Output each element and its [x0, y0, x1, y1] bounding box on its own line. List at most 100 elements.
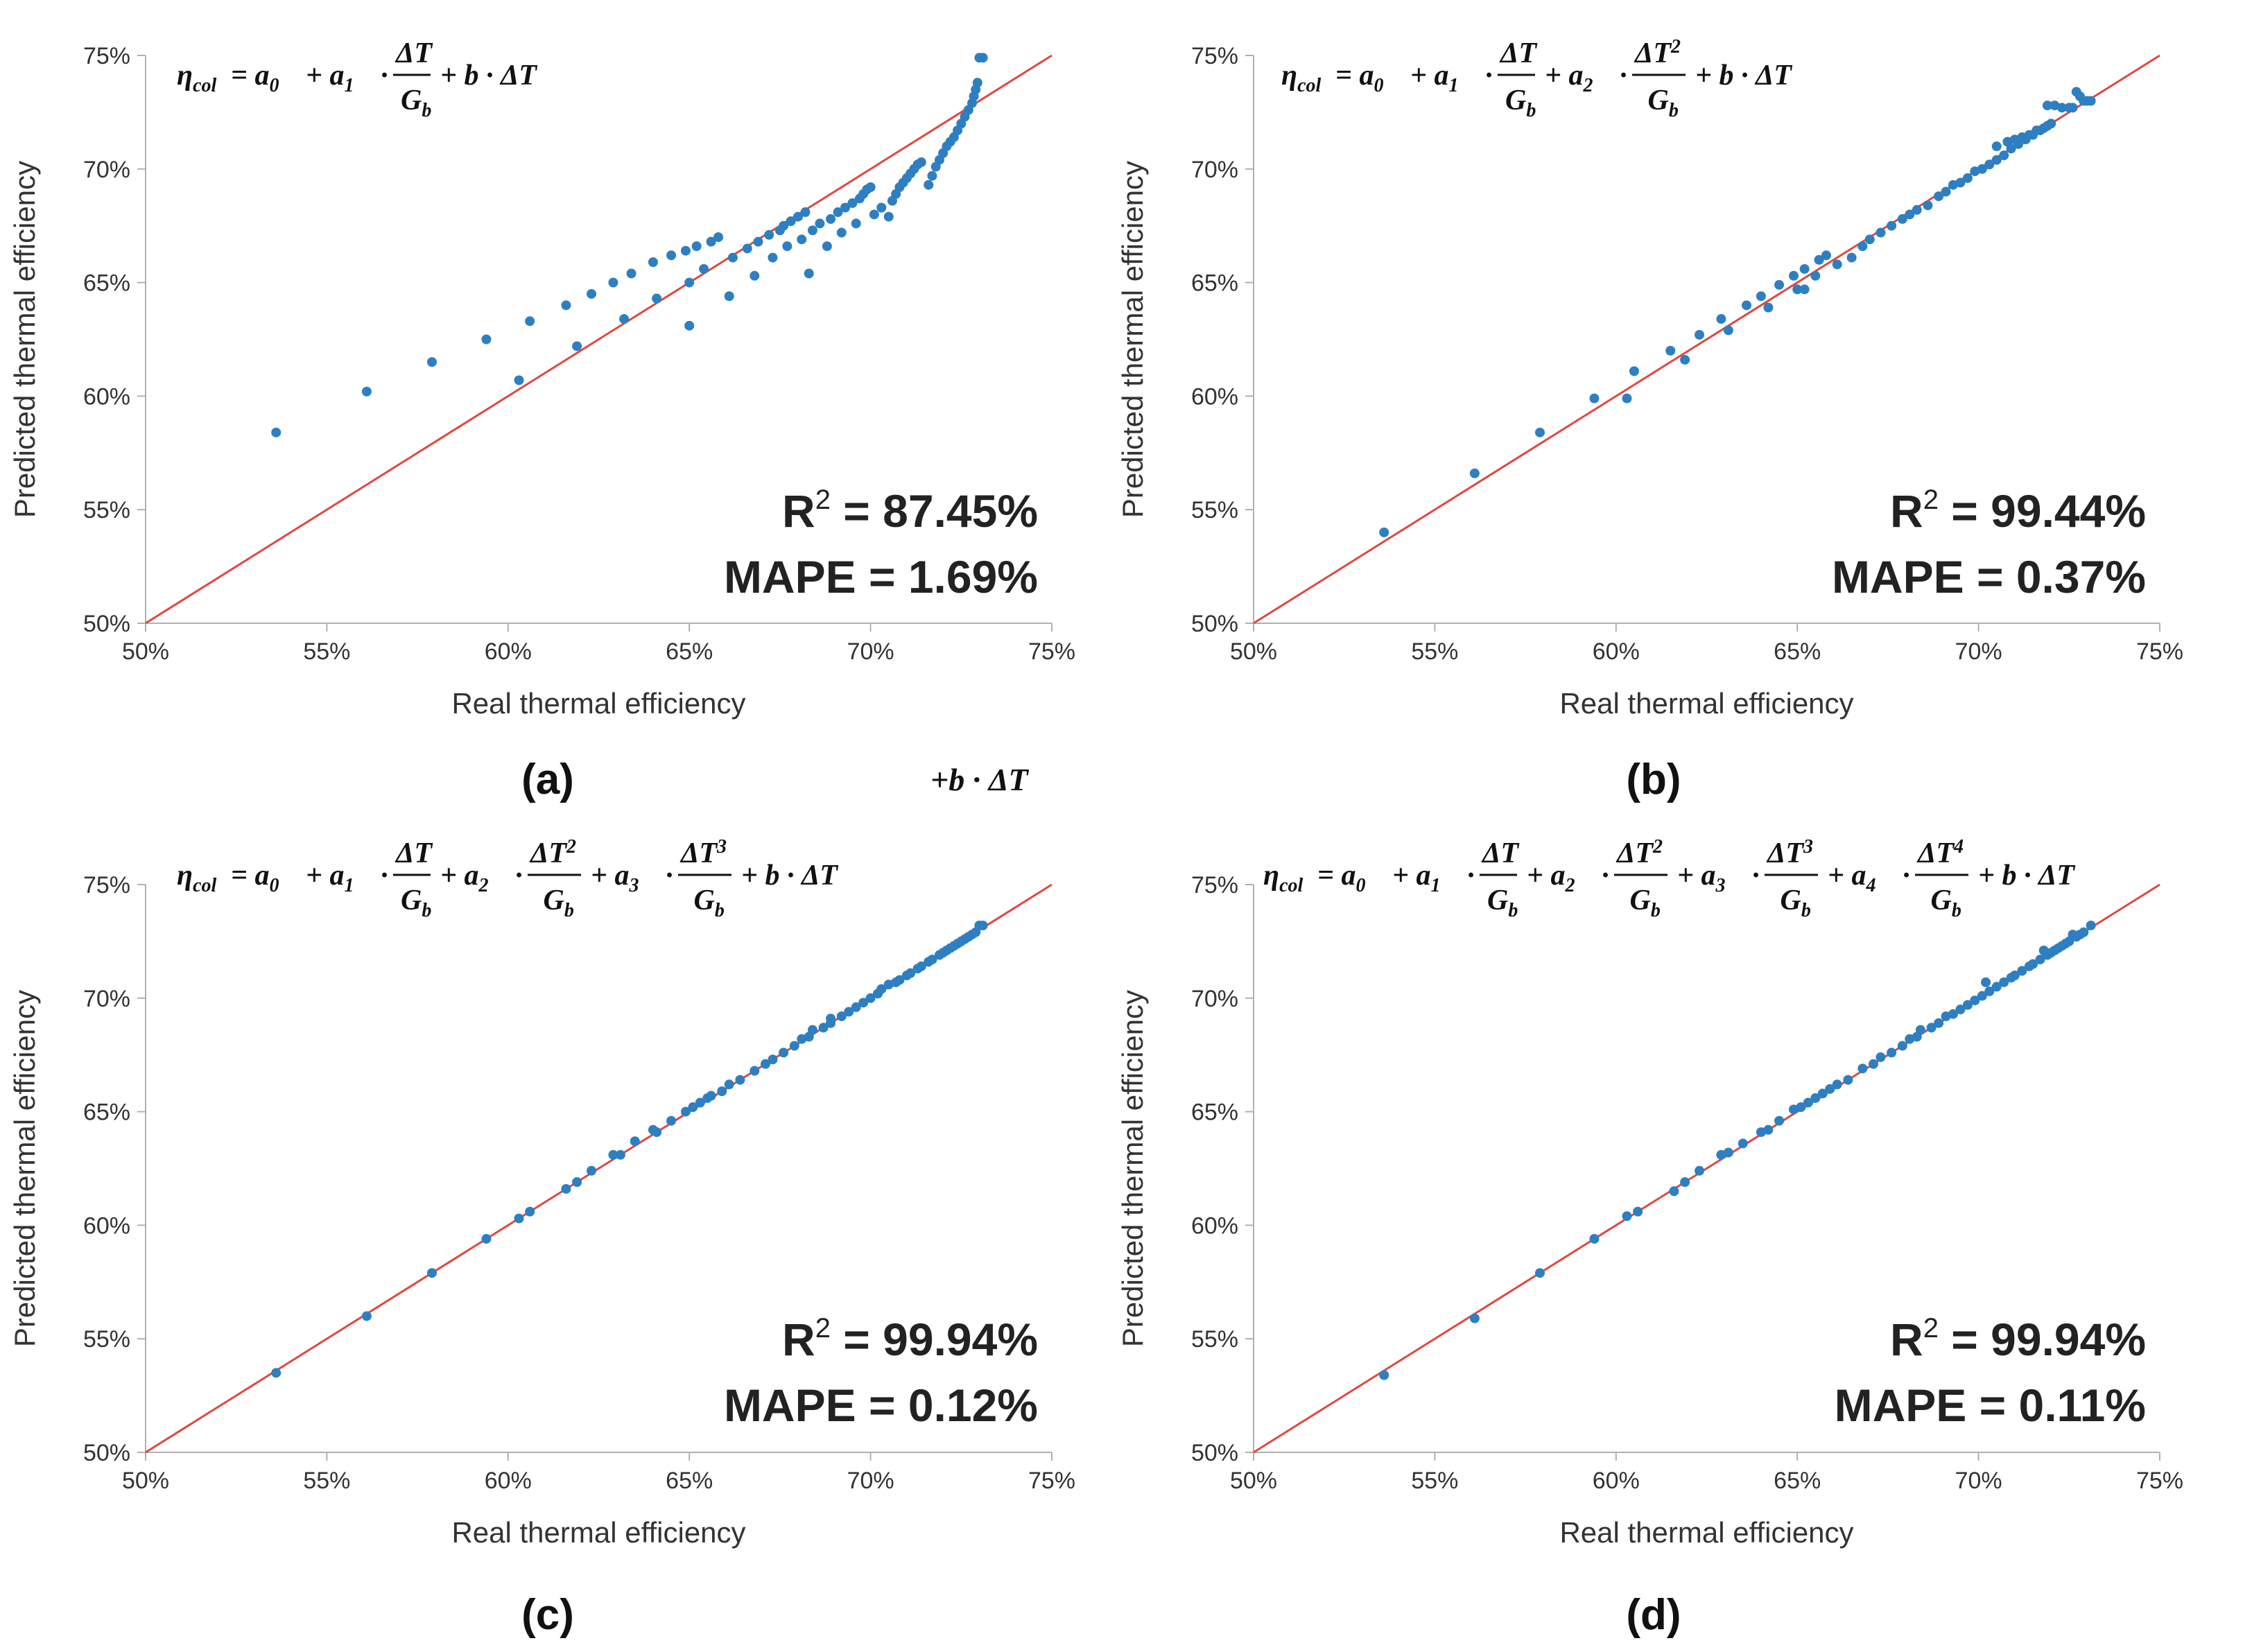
panel-b-equation-numerator: ΔT2 — [1634, 36, 1681, 69]
panel-b: 50%50% 55% 55% 60% 60% 65% 65% 70% 70% 75% 75% Real… — [1116, 36, 2183, 803]
y-tick-label: 60% — [83, 1212, 130, 1239]
panel-c-equation-numerator: ΔT2 — [529, 836, 576, 869]
mape-label: MAPE = 0.12% — [724, 1380, 1038, 1431]
data-point — [1821, 250, 1832, 261]
data-point — [815, 218, 825, 229]
stray-equation-fragment: +b · ΔT — [930, 762, 1030, 797]
y-tick-label: 70% — [83, 157, 130, 183]
data-point — [768, 1054, 778, 1065]
panel-d-equation-denominator: Gb — [1931, 885, 1961, 921]
y-axis-title: Predicted thermal efficiency — [1116, 161, 1149, 518]
data-point — [1695, 329, 1705, 340]
panel-a-equation-term: + b · ΔT — [440, 60, 538, 92]
data-point — [1756, 291, 1766, 302]
data-point — [800, 207, 811, 218]
data-point — [572, 1177, 582, 1188]
data-point — [1999, 977, 2009, 987]
data-point — [1589, 1234, 1600, 1244]
data-point — [1665, 345, 1676, 356]
x-tick-label: 55% — [1411, 638, 1458, 665]
data-point — [695, 1097, 705, 1108]
data-point — [1832, 1079, 1842, 1090]
panel-label: (d) — [1626, 1591, 1681, 1639]
data-point — [2046, 119, 2056, 129]
data-point — [680, 1106, 691, 1117]
x-tick-label: 70% — [1955, 1468, 2002, 1494]
panel-d-equation-denominator: Gb — [1487, 885, 1518, 921]
data-point — [626, 268, 636, 279]
data-point — [619, 314, 630, 324]
data-point — [2035, 955, 2045, 965]
data-point — [750, 1066, 760, 1076]
data-point — [1905, 209, 1915, 220]
data-point — [271, 1368, 281, 1378]
data-point — [724, 291, 734, 302]
data-point — [666, 250, 677, 261]
panel-c-equation-dot: · — [381, 860, 388, 892]
data-point — [1738, 1138, 1748, 1149]
data-point — [1774, 279, 1785, 290]
x-tick-label: 55% — [303, 638, 350, 665]
data-point — [735, 1075, 745, 1085]
panel-d-equation-numerator: ΔT — [1481, 837, 1520, 869]
data-point — [1763, 1124, 1774, 1135]
data-point — [1864, 234, 1875, 245]
panel-label: (c) — [521, 1591, 574, 1639]
data-point — [826, 1014, 836, 1024]
data-point — [1723, 325, 1733, 336]
data-point — [1887, 220, 1897, 231]
data-point — [1915, 1025, 1925, 1035]
data-point — [525, 316, 535, 327]
data-point — [680, 245, 691, 256]
data-point — [1803, 1097, 1813, 1108]
data-point — [1977, 164, 1987, 174]
y-tick-label: 65% — [83, 270, 130, 297]
data-point — [514, 375, 524, 385]
data-point — [1379, 527, 1389, 537]
panel-b-equation-dot: · — [1620, 60, 1627, 92]
panel-b-equation-lhs: ηcol — [1281, 60, 1321, 96]
panel-c-equation-term: + a3 — [591, 860, 639, 896]
data-point — [1763, 302, 1774, 313]
y-tick-label: 75% — [83, 872, 130, 898]
data-point — [927, 171, 937, 181]
y-tick-label: 70% — [1191, 986, 1238, 1012]
data-point — [1955, 1005, 1966, 1015]
data-point — [840, 202, 851, 213]
panel-c-equation-term: + a2 — [440, 860, 488, 896]
data-point — [750, 270, 760, 281]
data-point — [1887, 1047, 1897, 1058]
panel-d-equation-denominator: Gb — [1630, 885, 1661, 921]
panel-c-equation-term: = a0 — [231, 860, 279, 896]
panel-c-equation-numerator: ΔT — [395, 837, 433, 869]
panel-b-equation-term: + a1 — [1410, 60, 1458, 96]
panel-c-equation-numerator: ΔT3 — [679, 836, 727, 869]
panel-b-equation-denominator: Gb — [1505, 85, 1536, 121]
panel-d-equation-dot: · — [1752, 860, 1760, 892]
panel-a: 50%50% 55% 55% 60% 60% 65% 65% 70% 70% 75% 75% Real… — [8, 37, 1075, 803]
data-point — [688, 1102, 698, 1113]
panel-a-equation-term: + a1 — [306, 60, 354, 96]
data-point — [1622, 1211, 1632, 1221]
data-point — [587, 1165, 597, 1176]
panel-a-equation-denominator: Gb — [401, 85, 431, 121]
data-point — [1799, 284, 1810, 295]
panel-d-equation-dot: · — [1903, 860, 1910, 892]
data-point — [1897, 214, 1907, 224]
panel-b-equation-term: + b · ΔT — [1695, 60, 1793, 92]
y-tick-label: 50% — [83, 1440, 130, 1466]
x-tick-label: 75% — [2136, 638, 2183, 665]
data-point — [717, 1086, 727, 1097]
x-tick-label: 55% — [1411, 1468, 1458, 1494]
panel-d-equation-term: + a1 — [1392, 860, 1440, 896]
x-tick-label: 60% — [1593, 638, 1640, 665]
panel-d-equation-dot: · — [1602, 860, 1609, 892]
data-point — [2086, 920, 2096, 930]
panel-b-equation-term: = a0 — [1335, 60, 1383, 96]
data-point — [1923, 200, 1933, 211]
x-axis-title: Real thermal efficiency — [451, 687, 745, 720]
data-point — [916, 157, 926, 167]
data-point — [608, 1149, 618, 1160]
data-point — [1912, 205, 1922, 215]
data-point — [572, 341, 582, 351]
